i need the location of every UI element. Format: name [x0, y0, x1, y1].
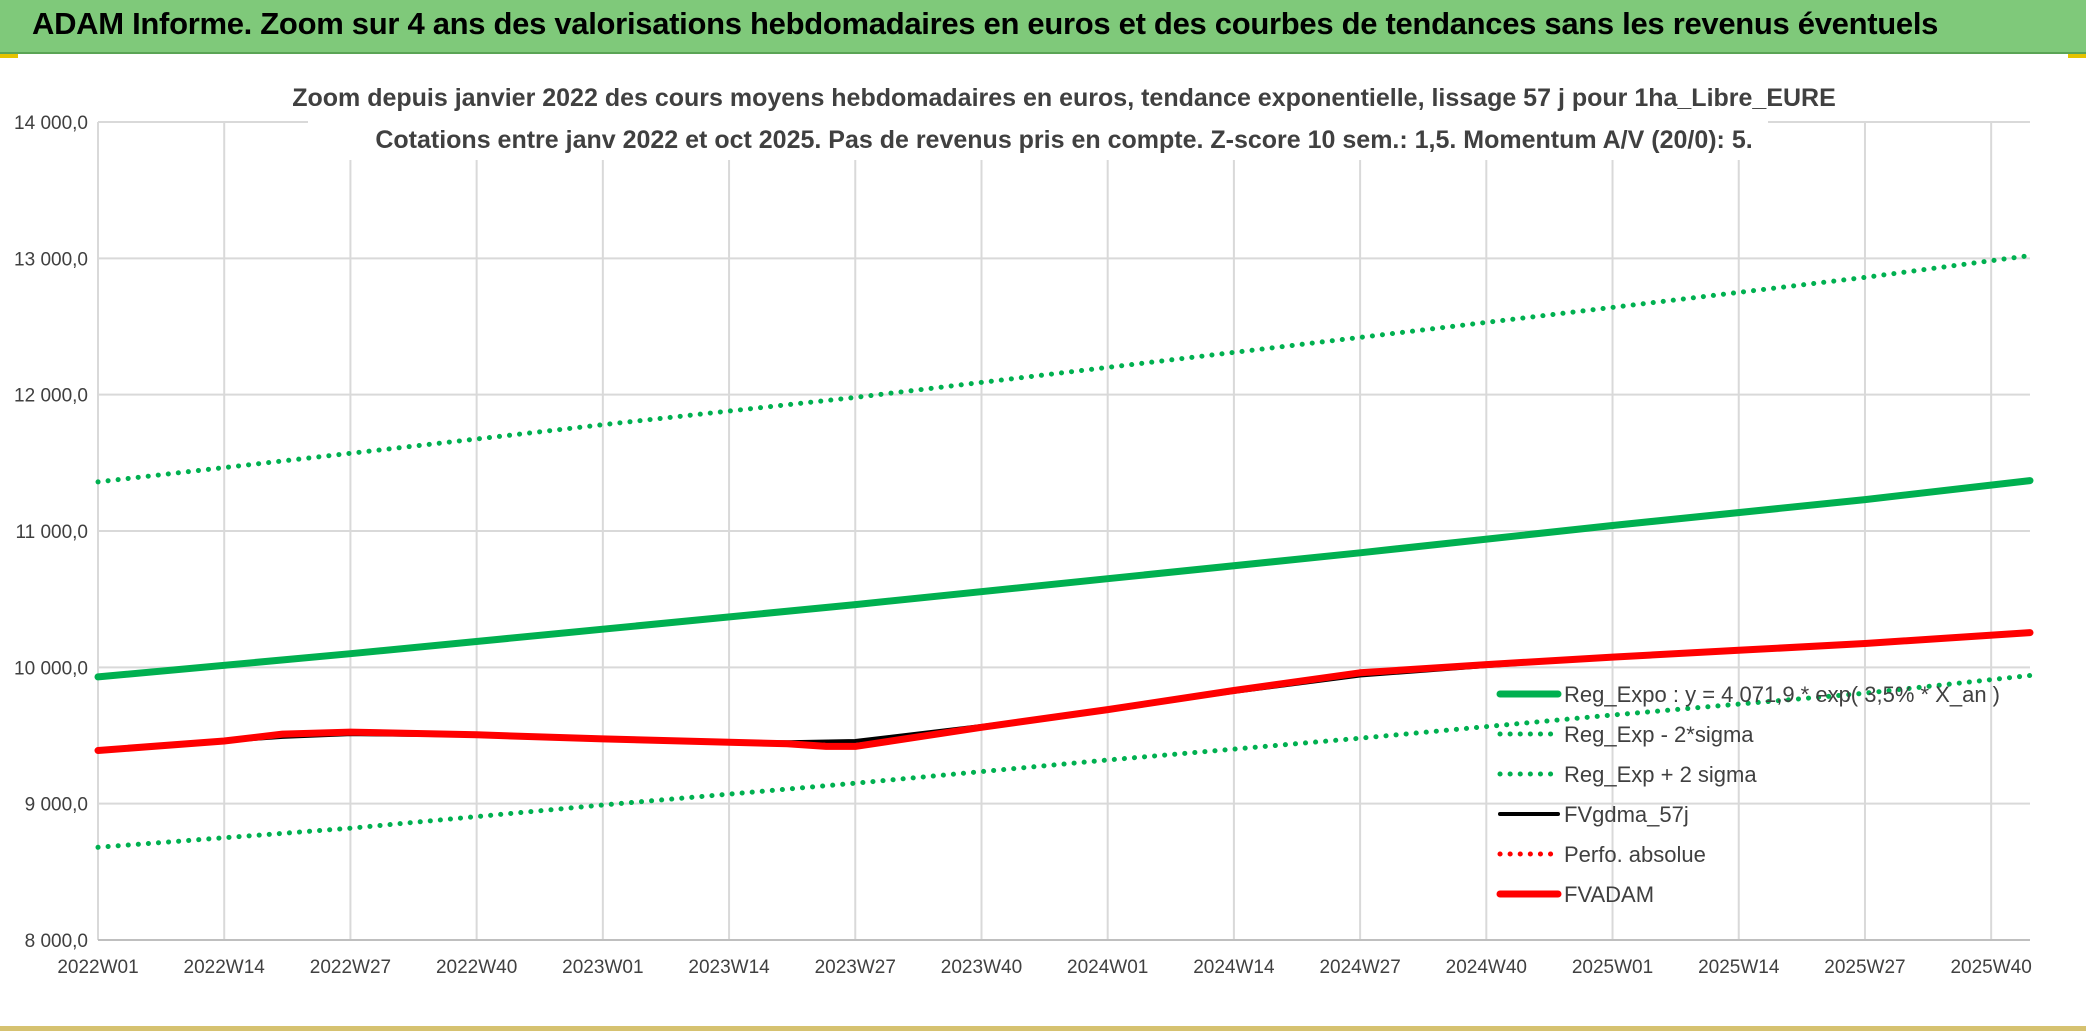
- report-banner: ADAM Informe. Zoom sur 4 ans des valoris…: [0, 0, 2086, 54]
- chart-titles: Zoom depuis janvier 2022 des cours moyen…: [292, 78, 1836, 160]
- series-line-reg-exp-2-sigma: [95, 253, 2033, 485]
- x-tick-label: 2025W27: [1824, 957, 1905, 978]
- y-tick-label: 12 000,0: [14, 386, 88, 407]
- chart-grid: [97, 121, 2030, 941]
- x-tick-label: 2024W40: [1446, 957, 1527, 978]
- x-tick-label: 2022W40: [436, 957, 517, 978]
- series-line-fvadam: [94, 629, 2034, 754]
- x-tick-label: 2023W01: [562, 957, 643, 978]
- y-tick-label: 14 000,0: [14, 113, 88, 134]
- x-tick-label: 2025W14: [1698, 957, 1780, 978]
- x-tick-label: 2024W27: [1319, 957, 1400, 978]
- legend-label: Reg_Exp + 2 sigma: [1564, 762, 1757, 787]
- x-tick-label: 2022W01: [57, 957, 138, 978]
- frame-corner-left: [0, 54, 18, 58]
- x-tick-label: 2025W40: [1950, 957, 2031, 978]
- y-tick-label: 13 000,0: [14, 249, 88, 270]
- x-tick-label: 2023W40: [941, 957, 1022, 978]
- y-tick-label: 11 000,0: [15, 522, 88, 543]
- x-tick-label: 2025W01: [1572, 957, 1653, 978]
- chart-title: Zoom depuis janvier 2022 des cours moyen…: [292, 84, 1836, 112]
- legend-label: Reg_Expo : y = 4 071,9 * exp( 3,5% * X_a…: [1564, 682, 2000, 707]
- x-tick-label: 2024W14: [1193, 957, 1275, 978]
- x-tick-label: 2023W27: [815, 957, 896, 978]
- legend-label: Reg_Exp - 2*sigma: [1564, 722, 1754, 747]
- chart-legend: Reg_Expo : y = 4 071,9 * exp( 3,5% * X_a…: [1496, 682, 2000, 907]
- series-line-reg-expo-y-4-071-9-exp-3-5-x-an: [94, 477, 2034, 681]
- x-tick-label: 2024W01: [1067, 957, 1148, 978]
- x-tick-label: 2022W14: [184, 957, 266, 978]
- chart-subtitle: Cotations entre janv 2022 et oct 2025. P…: [375, 126, 1752, 154]
- legend-label: FVgdma_57j: [1564, 802, 1689, 827]
- frame-bottom-border: [0, 1026, 2086, 1031]
- frame-corner-right: [2068, 54, 2086, 58]
- x-tick-label: 2023W14: [688, 957, 770, 978]
- y-tick-label: 10 000,0: [14, 658, 88, 679]
- legend-label: FVADAM: [1564, 882, 1654, 907]
- y-tick-label: 8 000,0: [25, 931, 88, 952]
- y-tick-label: 9 000,0: [25, 795, 88, 816]
- line-chart: 8 000,0 9 000,0 10 000,0 11 000,0 12 000,0 13…: [14, 78, 2034, 978]
- chart-title-background: [308, 78, 1768, 160]
- legend-label: Perfo. absolue: [1564, 842, 1706, 867]
- chart-axes: 8 000,0 9 000,0 10 000,0 11 000,0 12 000,0 13…: [14, 113, 2032, 978]
- series-line-reg-exp-2-sigma: [95, 673, 2033, 850]
- report-title: ADAM Informe. Zoom sur 4 ans des valoris…: [32, 6, 1939, 41]
- chart-series: [94, 253, 2034, 850]
- x-tick-label: 2022W27: [310, 957, 391, 978]
